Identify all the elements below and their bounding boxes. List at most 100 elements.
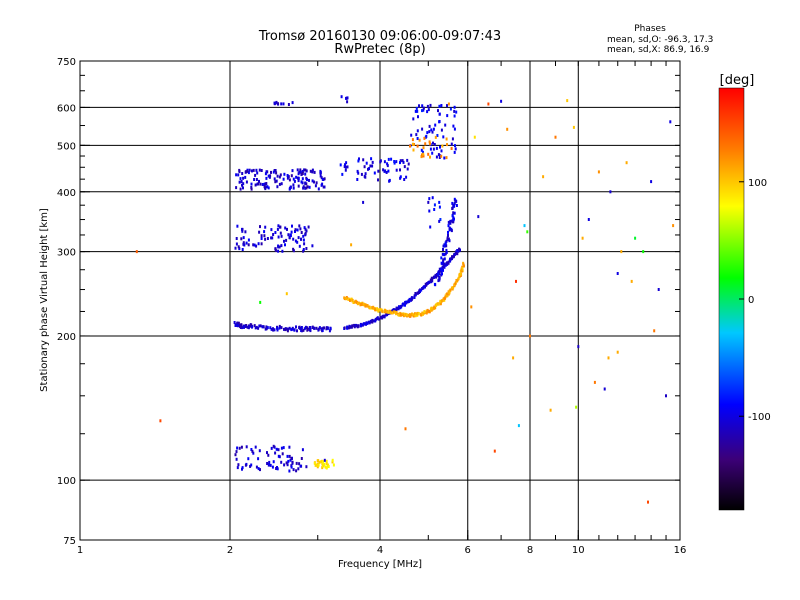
data-point	[313, 180, 315, 184]
data-point	[427, 108, 430, 112]
data-point	[603, 387, 606, 391]
data-point	[473, 135, 476, 139]
data-point	[280, 182, 283, 186]
data-point	[292, 468, 295, 472]
data-point	[311, 244, 314, 248]
data-point	[442, 258, 445, 262]
data-point	[300, 326, 303, 329]
data-point	[435, 155, 438, 159]
data-point	[446, 236, 449, 240]
data-point	[458, 275, 461, 279]
data-point	[301, 172, 304, 175]
data-point	[298, 224, 301, 228]
data-point	[444, 241, 447, 245]
data-point	[422, 106, 425, 110]
data-point	[329, 327, 332, 331]
data-point	[255, 168, 258, 172]
data-point	[526, 230, 529, 234]
data-point	[386, 164, 389, 168]
data-point	[295, 325, 297, 329]
data-point	[346, 326, 349, 330]
data-point	[387, 169, 390, 173]
data-point	[437, 302, 440, 306]
data-point	[282, 177, 285, 181]
data-point	[304, 325, 307, 329]
data-point	[236, 224, 239, 228]
data-point	[385, 310, 387, 314]
data-point	[616, 272, 619, 275]
data-point	[267, 453, 270, 457]
data-point	[381, 309, 384, 313]
data-point	[319, 171, 322, 175]
data-point	[577, 345, 580, 349]
data-point	[408, 297, 411, 301]
data-point	[389, 311, 392, 315]
data-point	[288, 469, 291, 473]
data-point	[254, 445, 257, 449]
data-point	[276, 326, 279, 330]
data-point	[369, 306, 372, 310]
data-point	[286, 454, 289, 458]
data-point	[433, 208, 436, 211]
data-point	[400, 304, 402, 308]
data-point	[302, 249, 305, 253]
data-point	[277, 235, 280, 239]
data-point	[416, 137, 419, 140]
data-point	[260, 234, 263, 238]
data-point	[235, 242, 238, 246]
data-point	[236, 446, 239, 450]
data-point	[250, 186, 253, 189]
data-point	[431, 279, 434, 283]
data-point	[454, 250, 457, 254]
data-point	[321, 327, 324, 331]
data-point	[451, 137, 454, 141]
data-point	[456, 252, 459, 256]
data-point	[365, 322, 367, 326]
data-point	[251, 169, 253, 173]
data-point	[259, 300, 262, 304]
data-point	[439, 218, 442, 221]
data-point	[442, 260, 445, 264]
data-point	[440, 268, 443, 272]
data-point	[650, 180, 653, 184]
data-point	[244, 175, 247, 179]
data-point	[431, 130, 434, 134]
data-point	[345, 96, 348, 100]
data-point	[371, 164, 374, 168]
data-point	[413, 294, 416, 298]
data-point	[365, 161, 368, 165]
data-point	[308, 178, 310, 182]
data-point	[291, 460, 294, 464]
data-point	[299, 326, 302, 330]
data-point	[244, 463, 247, 467]
data-point	[260, 242, 263, 246]
data-point	[300, 237, 303, 241]
data-point	[287, 175, 290, 179]
data-point	[445, 137, 448, 141]
data-point	[445, 244, 448, 248]
data-point	[454, 252, 456, 256]
data-point	[323, 458, 326, 462]
chart-title-line2: RwPretec (8p)	[334, 42, 425, 57]
data-point	[427, 152, 430, 156]
data-point	[665, 394, 667, 398]
data-point	[265, 325, 268, 329]
data-point	[437, 109, 439, 113]
data-point	[276, 328, 279, 332]
data-point	[263, 182, 266, 186]
data-point	[290, 457, 293, 461]
data-point	[356, 169, 359, 173]
data-point	[449, 219, 452, 223]
data-point	[300, 231, 303, 234]
data-point	[441, 144, 444, 148]
data-point	[433, 203, 436, 207]
data-point	[413, 295, 416, 299]
data-point	[253, 178, 256, 181]
data-point	[377, 178, 379, 182]
data-point	[314, 463, 317, 467]
data-point	[288, 445, 291, 449]
data-point	[236, 322, 239, 326]
data-point	[423, 310, 426, 314]
data-point	[288, 236, 291, 239]
